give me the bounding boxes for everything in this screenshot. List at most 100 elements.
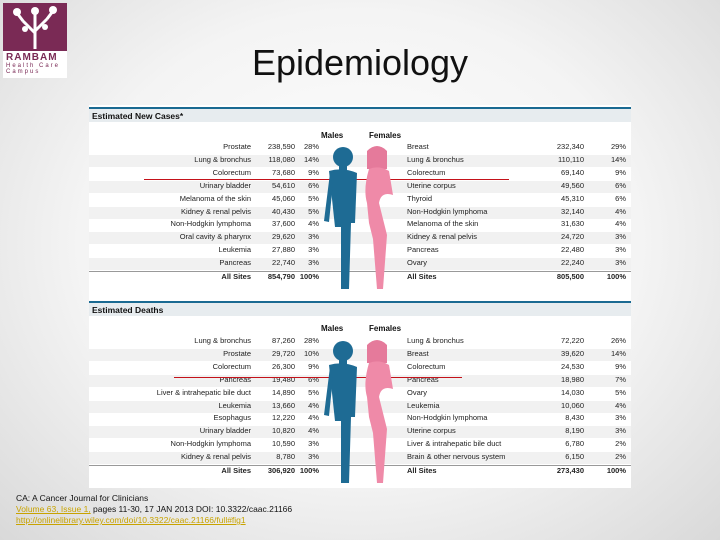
female-site: Breast (407, 142, 429, 151)
female-percent: 14% (610, 154, 626, 164)
male-percent: 3% (308, 258, 319, 268)
female-percent: 3% (615, 245, 626, 255)
male-count: 854,790 (267, 272, 295, 281)
female-count: 32,140 (561, 206, 584, 216)
male-count: 19,480 (272, 374, 295, 384)
female-percent: 14% (610, 348, 626, 358)
female-site: Liver & intrahepatic bile duct (407, 439, 502, 449)
male-percent: 100% (299, 466, 319, 475)
male-count: 10,820 (272, 426, 295, 436)
male-site: All Sites (221, 466, 251, 475)
female-percent: 2% (615, 452, 626, 462)
female-count: 49,560 (561, 180, 584, 190)
table-row: Non-Hodgkin lymphoma 10,590 3% Liver & intr… (89, 439, 631, 451)
female-percent: 26% (610, 336, 626, 345)
male-site: Prostate (223, 348, 251, 358)
male-percent: 28% (303, 336, 319, 345)
male-site: Lung & bronchus (194, 154, 251, 164)
male-percent: 5% (308, 387, 319, 397)
female-percent: 7% (615, 374, 626, 384)
female-percent: 5% (615, 387, 626, 397)
table-row: Leukemia 13,660 4% Leukemia 10,060 4% (89, 400, 631, 413)
male-site: Non-Hodgkin lymphoma (170, 439, 251, 449)
deaths-males-label: Males (321, 324, 344, 333)
citation-pages-doi: pages 11-30, 17 JAN 2013 DOI: 10.3322/ca… (90, 504, 293, 514)
female-percent: 9% (615, 361, 626, 371)
male-count: 118,080 (268, 154, 295, 164)
male-percent: 100% (299, 272, 319, 281)
female-count: 8,190 (565, 426, 584, 436)
logo-subtitle: Health Care Campus (6, 63, 61, 75)
female-percent: 2% (615, 439, 626, 449)
female-percent: 3% (615, 258, 626, 268)
cancer-statistics-figure: Estimated New Cases* Males Females Prost… (89, 105, 631, 488)
table-row: Prostate 238,590 28% Breast 232,340 29% (89, 142, 631, 154)
male-count: 29,720 (272, 348, 295, 358)
female-percent: 29% (610, 142, 626, 151)
table-row: All Sites 854,790 100% All Sites 805,500 100% (89, 271, 631, 284)
male-site: Liver & intrahepatic bile duct (156, 387, 251, 397)
female-site: Thyroid (407, 193, 433, 203)
colorectum-highlight-line (174, 377, 462, 378)
silhouettes-deaths (324, 340, 393, 483)
logo-name: RAMBAM (6, 52, 58, 63)
colorectum-highlight-line (144, 179, 509, 180)
male-site: Kidney & renal pelvis (180, 206, 251, 216)
table-row: Lung & bronchus 87,260 28% Lung & bronchus 7… (89, 336, 631, 348)
male-site: Urinary bladder (199, 180, 251, 190)
male-count: 29,620 (272, 232, 295, 242)
female-count: 72,220 (561, 336, 584, 345)
male-site: Kidney & renal pelvis (180, 452, 251, 462)
male-site: Leukemia (218, 245, 251, 255)
table-row: Urinary bladder 10,820 4% Uterine corpus 8,1… (89, 426, 631, 439)
male-percent: 4% (308, 426, 319, 436)
male-percent: 6% (308, 374, 319, 384)
male-site: Esophagus (213, 413, 251, 423)
male-site: All Sites (221, 272, 251, 281)
male-count: 306,920 (267, 466, 295, 475)
male-percent: 9% (308, 167, 319, 177)
male-percent: 6% (308, 180, 319, 190)
male-count: 14,890 (272, 387, 295, 397)
female-site: Colorectum (407, 361, 446, 371)
female-percent: 4% (615, 400, 626, 410)
female-site: Leukemia (407, 400, 440, 410)
article-url-link[interactable]: http://onlinelibrary.wiley.com/doi/10.33… (16, 515, 246, 525)
female-site: Uterine corpus (407, 426, 456, 436)
citation: CA: A Cancer Journal for Clinicians Volu… (16, 493, 292, 526)
male-count: 45,060 (272, 193, 295, 203)
tree-icon (3, 3, 67, 51)
female-site: Colorectum (407, 167, 446, 177)
female-percent: 4% (615, 206, 626, 216)
female-count: 110,110 (558, 154, 584, 164)
male-percent: 5% (308, 206, 319, 216)
male-percent: 3% (308, 452, 319, 462)
male-percent: 9% (308, 361, 319, 371)
deaths-females-label: Females (369, 324, 402, 333)
female-site: Pancreas (407, 245, 439, 255)
female-percent: 9% (615, 167, 626, 177)
table-row: Urinary bladder 54,610 6% Uterine corpus 49,… (89, 180, 631, 193)
deaths-heading: Estimated Deaths (89, 301, 631, 316)
female-site: Pancreas (407, 374, 439, 384)
male-count: 73,680 (272, 167, 295, 177)
table-row: Esophagus 12,220 4% Non-Hodgkin lymphoma 8,4… (89, 413, 631, 425)
volume-link[interactable]: Volume 63, Issue 1, (16, 504, 91, 514)
male-count: 8,780 (276, 452, 295, 462)
new-cases-males-label: Males (321, 131, 344, 140)
table-row: Leukemia 27,880 3% Pancreas 22,480 3% (89, 245, 631, 257)
journal-name: CA: A Cancer Journal for Clinicians (16, 493, 149, 503)
male-site: Pancreas (219, 258, 251, 268)
table-row: Kidney & renal pelvis 8,780 3% Brain & othe… (89, 452, 631, 465)
female-count: 22,480 (561, 245, 584, 255)
female-count: 14,030 (561, 387, 584, 397)
male-count: 22,740 (272, 258, 295, 268)
female-site: Uterine corpus (407, 180, 456, 190)
female-percent: 4% (615, 219, 626, 229)
table-row: Non-Hodgkin lymphoma 37,600 4% Melanoma of … (89, 219, 631, 231)
new-cases-heading: Estimated New Cases* (89, 107, 631, 122)
male-count: 37,600 (272, 219, 295, 229)
table-row: Oral cavity & pharynx 29,620 3% Kidney & re… (89, 232, 631, 245)
rambam-logo: RAMBAM Health Care Campus (3, 3, 67, 78)
male-percent: 4% (308, 219, 319, 229)
